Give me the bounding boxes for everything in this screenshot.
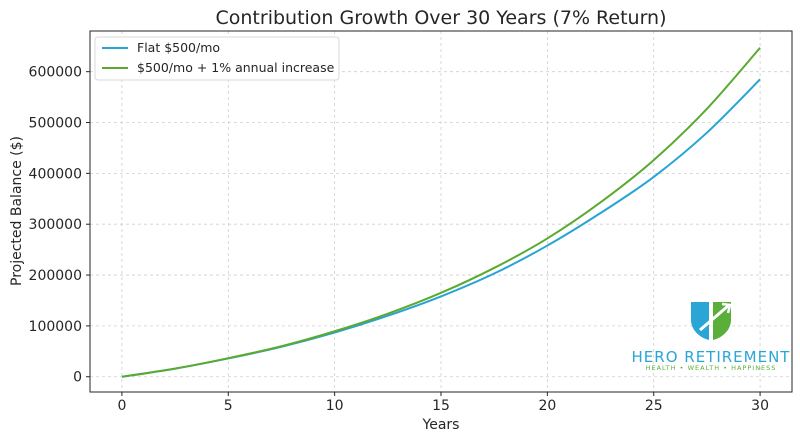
series-line-increase xyxy=(121,47,761,378)
x-tick-label: 15 xyxy=(432,398,450,414)
legend-label-flat: Flat $500/mo xyxy=(137,40,220,55)
axis-ticks: 0 5 10 15 20 25 30 0 100000 200000 300000 400000 500… xyxy=(29,65,769,414)
y-tick-label: 400000 xyxy=(29,166,82,182)
y-tick-label: 200000 xyxy=(29,268,82,284)
brand-name: HERO RETIREMENT xyxy=(632,348,791,366)
y-tick-label: 100000 xyxy=(29,319,82,335)
legend-box xyxy=(94,36,340,81)
chart-title: Contribution Growth Over 30 Years (7% Re… xyxy=(216,7,667,29)
x-tick-label: 20 xyxy=(538,398,556,414)
brand-tagline: HEALTH • WEALTH • HAPPINESS xyxy=(646,364,777,372)
x-tick-label: 30 xyxy=(751,398,769,414)
grid xyxy=(90,31,792,392)
x-tick-label: 0 xyxy=(117,398,126,414)
y-axis-label: Projected Balance ($) xyxy=(9,136,25,286)
y-tick-label: 500000 xyxy=(29,116,82,132)
x-tick-label: 10 xyxy=(326,398,344,414)
y-tick-label: 300000 xyxy=(29,217,82,233)
y-tick-label: 600000 xyxy=(29,65,82,81)
y-tick-label: 0 xyxy=(73,370,82,386)
x-tick-label: 5 xyxy=(224,398,233,414)
legend: Flat $500/mo $500/mo + 1% annual increas… xyxy=(94,36,340,81)
legend-label-increase: $500/mo + 1% annual increase xyxy=(137,60,335,75)
shield-icon xyxy=(691,302,732,340)
brand-logo: HERO RETIREMENT HEALTH • WEALTH • HAPPIN… xyxy=(632,302,791,372)
series-layer xyxy=(121,47,761,378)
x-axis-label: Years xyxy=(422,417,460,433)
x-tick-label: 25 xyxy=(645,398,663,414)
